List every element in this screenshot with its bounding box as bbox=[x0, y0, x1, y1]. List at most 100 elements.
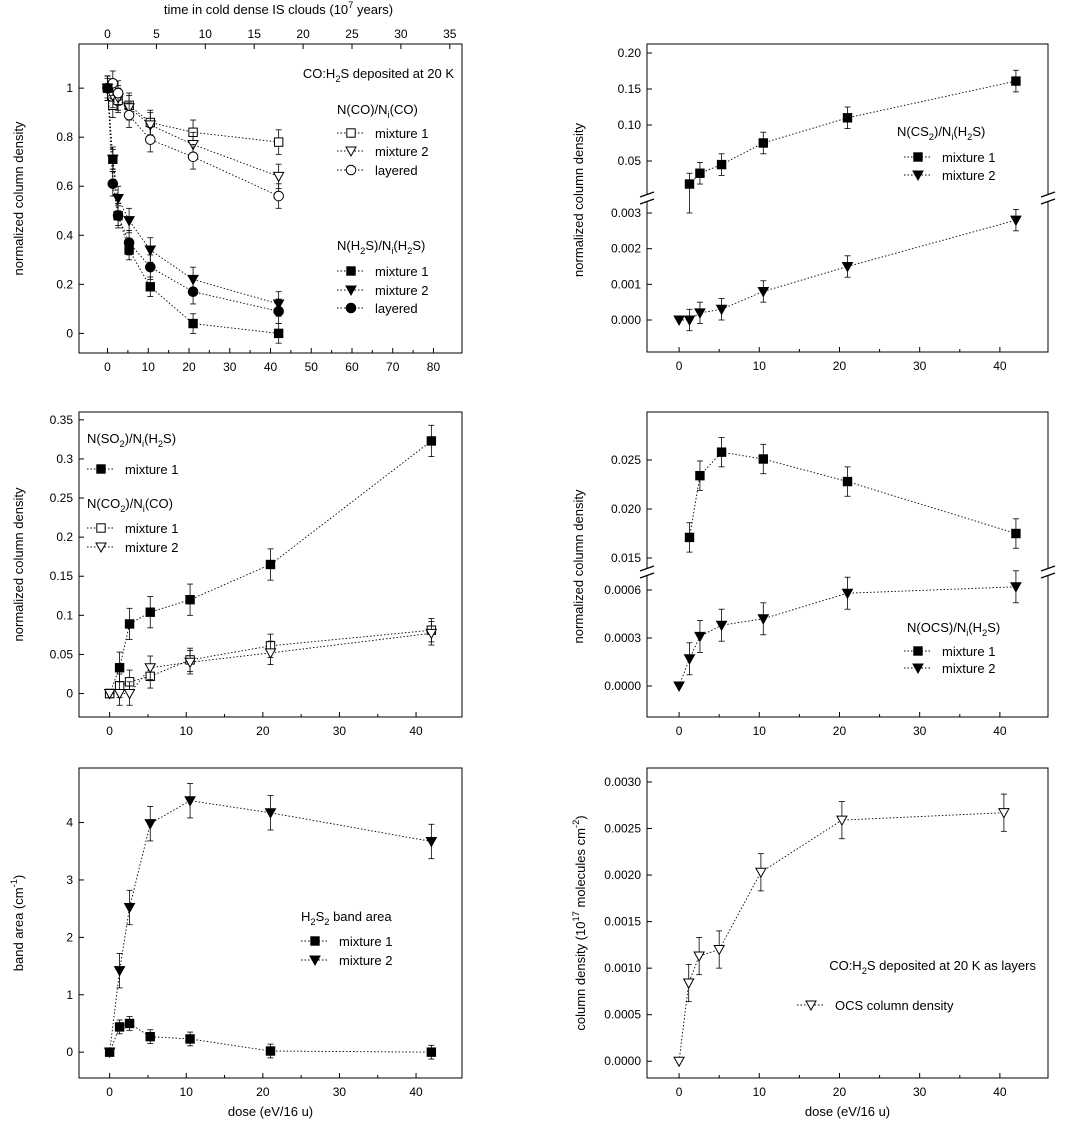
panel-b-frame bbox=[646, 43, 1049, 353]
panel-b-legend-1-text: mixture 1 bbox=[942, 150, 995, 165]
panel-a-xtick-label: 30 bbox=[223, 360, 237, 374]
panel-b-series-1-point bbox=[1010, 215, 1022, 227]
panel-c-ytick-label: 0.25 bbox=[50, 491, 74, 505]
panel-d-series-0-point bbox=[842, 476, 853, 487]
panel-b-ytick-label: 0.000 bbox=[611, 313, 641, 327]
panel-a-series-2-point bbox=[187, 151, 199, 163]
panel-d-break-mark bbox=[639, 572, 655, 579]
panel-f-series-0-point bbox=[755, 867, 767, 879]
panel-e-ytick-label: 0 bbox=[66, 1045, 73, 1059]
panel-c-series-2-point bbox=[425, 628, 438, 640]
panel-a-series-2-point bbox=[123, 109, 135, 121]
panel-f-xtick-label: 0 bbox=[676, 1085, 683, 1099]
panel-b-ytick-label: 0.20 bbox=[618, 46, 642, 60]
panel-a-series-1-point bbox=[272, 171, 285, 183]
panel-d-series-0-point bbox=[716, 447, 727, 457]
panel-e-series-0-point bbox=[265, 1046, 276, 1056]
panel-d-ytick-label: 0.015 bbox=[611, 551, 641, 565]
panel-d-frame bbox=[646, 411, 1049, 718]
panel-a-ylabel: normalized column density bbox=[11, 121, 26, 275]
panel-b-ytick-label: 0.05 bbox=[618, 154, 642, 168]
panel-e-series-1-point bbox=[123, 903, 136, 914]
panel-f-series-0-point bbox=[713, 945, 726, 956]
panel-a-series-2-point bbox=[145, 134, 156, 145]
panel-a-xtick-label: 60 bbox=[345, 360, 359, 374]
panel-c-xtick-label: 40 bbox=[409, 724, 423, 738]
panel-f-ytick-label: 0.0010 bbox=[604, 961, 641, 975]
panel-e-legend-2-text: mixture 2 bbox=[339, 953, 392, 968]
panel-c-ytick-label: 0.2 bbox=[56, 530, 73, 544]
panel-f-ytick-label: 0.0005 bbox=[604, 1008, 641, 1022]
panel-f-series-0-point bbox=[693, 951, 705, 963]
panel-f-series-0-point bbox=[998, 808, 1010, 819]
panel-a-legend-2-text: mixture 2 bbox=[375, 144, 428, 159]
panel-e-xtick-label: 20 bbox=[256, 1085, 270, 1099]
panel-a-xtick-label: 0 bbox=[104, 360, 111, 374]
panel-e: 0 10 20 30 40 0 1 2 3 4 band area (cm-1) dose (eV/1… bbox=[9, 767, 463, 1119]
panel-f-frame bbox=[646, 767, 1049, 1079]
panel-a-xtick-label: 50 bbox=[305, 360, 319, 374]
panel-a-xtick-label: 80 bbox=[427, 360, 441, 374]
panel-c-legend-2-text: mixture 1 bbox=[125, 521, 178, 536]
panel-a-series-5-point bbox=[273, 306, 284, 317]
panel-d-series-1-point bbox=[757, 614, 770, 625]
panel-d-legend-title: N(OCS)/Ni(H2S) bbox=[907, 620, 1000, 638]
panel-a-series-3-point bbox=[188, 318, 198, 329]
panel-f-xtick-label: 40 bbox=[993, 1085, 1007, 1099]
panel-d-ytick-label: 0.0003 bbox=[604, 631, 641, 645]
panel-f-ytick-label: 0.0025 bbox=[604, 822, 641, 836]
panel-c-ytick-label: 0.1 bbox=[56, 608, 73, 622]
panel-b-break-mark bbox=[639, 198, 655, 205]
panel-a-series-2-point bbox=[112, 87, 124, 99]
panel-d-legend-2-marker bbox=[912, 663, 924, 675]
panel-a-series-4-point bbox=[112, 194, 124, 205]
top-axis-tick-label: 10 bbox=[199, 27, 213, 41]
panel-d-break-mark bbox=[1040, 565, 1056, 572]
panel-d-xtick-label: 10 bbox=[753, 724, 767, 738]
top-axis-tick-label: 15 bbox=[248, 27, 262, 41]
panel-c-series-2-point bbox=[113, 689, 126, 700]
panel-b-series-1-point bbox=[757, 286, 770, 298]
panel-f-ytick-label: 0.0030 bbox=[604, 775, 641, 789]
panel-e-series-1-line bbox=[109, 800, 432, 1053]
panel-d-series-0-point bbox=[684, 532, 695, 543]
panel-a-legend-title-1: N(CO)/Ni(CO) bbox=[337, 102, 418, 120]
top-axis-tick-label: 0 bbox=[104, 27, 111, 41]
panel-b-series-0-point bbox=[842, 113, 853, 123]
panel-f-ytick-label: 0.0015 bbox=[604, 915, 641, 929]
panel-d-series-1-point bbox=[694, 631, 706, 643]
panel-b-series-1-point bbox=[673, 315, 685, 327]
panel-d-ytick-label: 0.0000 bbox=[604, 679, 641, 693]
top-axis-title: time in cold dense IS clouds (107 years) bbox=[164, 0, 393, 17]
panel-e-ytick-label: 3 bbox=[66, 873, 73, 887]
panel-d-xtick-label: 40 bbox=[993, 724, 1007, 738]
panel-a-ytick-label: 0.4 bbox=[56, 228, 73, 242]
panel-b-series-1-point bbox=[841, 262, 854, 273]
panel-e-series-0-point bbox=[426, 1047, 437, 1057]
panel-e-frame bbox=[78, 767, 463, 1079]
panel-b-break-mark bbox=[1040, 191, 1056, 198]
panel-c-series-0-point bbox=[145, 607, 155, 617]
panel-a: time in cold dense IS clouds (107 years)… bbox=[11, 0, 463, 374]
panel-c-xtick-label: 10 bbox=[180, 724, 194, 738]
panel-b-break-gap-right bbox=[1040, 194, 1056, 202]
panel-a-xtick-label: 20 bbox=[182, 360, 196, 374]
panel-c-ytick-label: 0.35 bbox=[50, 413, 74, 427]
panel-a-legend-5-text: mixture 2 bbox=[375, 283, 428, 298]
panel-c-series-0-point bbox=[185, 594, 195, 605]
panel-d-xtick-label: 20 bbox=[833, 724, 847, 738]
panel-e-ylabel: band area (cm-1) bbox=[9, 875, 26, 971]
panel-c-series-0-point bbox=[426, 436, 437, 446]
panel-b-ytick-label: 0.15 bbox=[618, 82, 642, 96]
panel-b-xtick-label: 20 bbox=[833, 359, 847, 373]
panel-b-xtick-label: 0 bbox=[676, 359, 683, 373]
panel-d-series-0-point bbox=[758, 454, 768, 464]
panel-d-ytick-label: 0.025 bbox=[611, 453, 641, 467]
panel-c-series-2-point bbox=[123, 689, 136, 700]
panel-c-ytick-label: 0.05 bbox=[50, 647, 74, 661]
panel-c-ytick-label: 0 bbox=[66, 687, 73, 701]
panel-e-xtick-label: 10 bbox=[180, 1085, 194, 1099]
panel-f-legend-1-marker bbox=[805, 1000, 817, 1012]
panel-b-series-0-point bbox=[716, 159, 727, 170]
top-axis-tick-label: 5 bbox=[153, 27, 160, 41]
